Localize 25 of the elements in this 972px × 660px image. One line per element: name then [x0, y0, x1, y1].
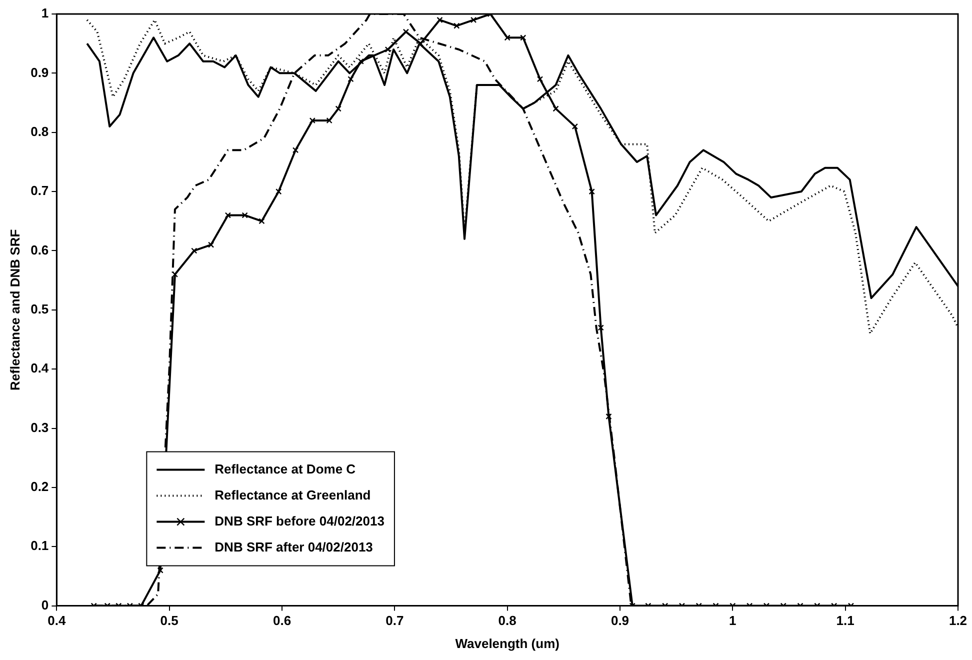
- y-tick-label: 0.7: [30, 183, 49, 198]
- x-axis-title: Wavelength (um): [455, 636, 560, 651]
- y-tick-label: 1: [41, 6, 49, 21]
- x-tick-label: 0.9: [610, 613, 630, 628]
- y-tick-label: 0.1: [30, 538, 49, 554]
- y-tick-label: 0.4: [30, 360, 50, 376]
- x-tick-label: 0.7: [386, 613, 404, 628]
- x-tick-label: 0.8: [498, 613, 516, 628]
- legend-label: Reflectance at Dome C: [214, 461, 356, 476]
- y-tick-label: 0.3: [30, 420, 49, 435]
- y-tick-label: 0.2: [30, 479, 49, 494]
- y-tick-label: 0.8: [30, 124, 49, 139]
- y-tick-label: 0: [41, 597, 49, 612]
- legend-label: Reflectance at Greenland: [214, 487, 371, 502]
- y-tick-label: 0.9: [30, 64, 49, 80]
- y-axis-title: Reflectance and DNB SRF: [7, 229, 22, 390]
- x-tick-label: 0.5: [160, 613, 178, 628]
- x-tick-label: 0.6: [272, 613, 292, 628]
- legend-label: DNB SRF before 04/02/2013: [214, 513, 384, 528]
- legend-label: DNB SRF after 04/02/2013: [214, 539, 373, 554]
- y-tick-label: 0.6: [30, 242, 49, 258]
- x-tick-label: 1.1: [836, 613, 854, 628]
- y-tick-label: 0.5: [30, 301, 49, 316]
- x-tick-label: 1: [729, 613, 736, 628]
- x-tick-label: 1.2: [948, 613, 968, 628]
